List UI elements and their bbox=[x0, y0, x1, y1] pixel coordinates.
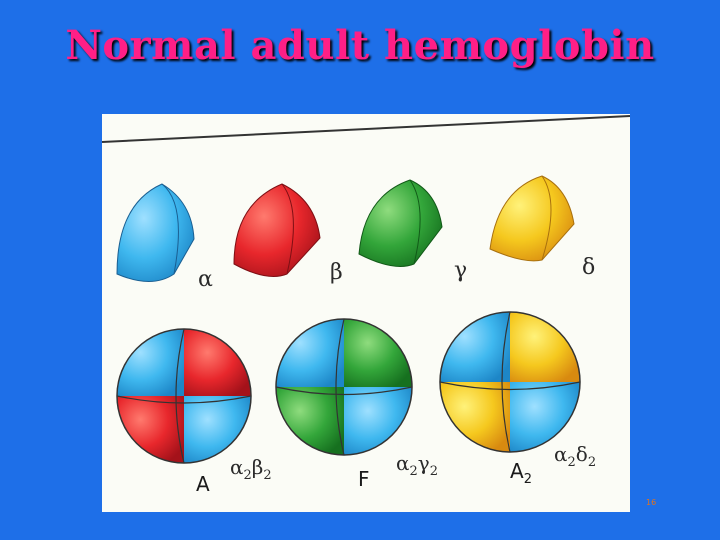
slide-title: Normal adult hemoglobin bbox=[65, 22, 655, 69]
hemoglobin-a2-composition: α2δ2 bbox=[554, 442, 596, 470]
hemoglobin-f-sphere bbox=[275, 318, 413, 456]
delta-label: δ bbox=[582, 255, 595, 280]
hemoglobin-f-composition: α2γ2 bbox=[396, 451, 438, 479]
hemoglobin-diagram: α β γ δ bbox=[102, 115, 630, 496]
hemoglobin-a2-sphere bbox=[439, 311, 581, 453]
page-number: 16 bbox=[646, 498, 657, 507]
gamma-label: γ bbox=[454, 258, 467, 283]
hemoglobin-f-name: F bbox=[358, 467, 370, 491]
top-rule bbox=[102, 115, 630, 143]
beta-label: β bbox=[330, 260, 343, 285]
hemoglobin-a-composition: α2β2 bbox=[230, 455, 272, 483]
gamma-subunit-shape bbox=[358, 179, 443, 267]
hemoglobin-a2-name: A2 bbox=[510, 459, 532, 487]
hemoglobin-a-name: A bbox=[196, 472, 210, 496]
alpha-label: α bbox=[198, 267, 213, 292]
hemoglobin-figure: α β γ δ bbox=[102, 114, 630, 512]
alpha-subunit-shape bbox=[116, 183, 195, 282]
hemoglobin-a-sphere bbox=[116, 328, 252, 464]
beta-subunit-shape bbox=[233, 183, 321, 277]
delta-subunit-shape bbox=[489, 175, 575, 262]
